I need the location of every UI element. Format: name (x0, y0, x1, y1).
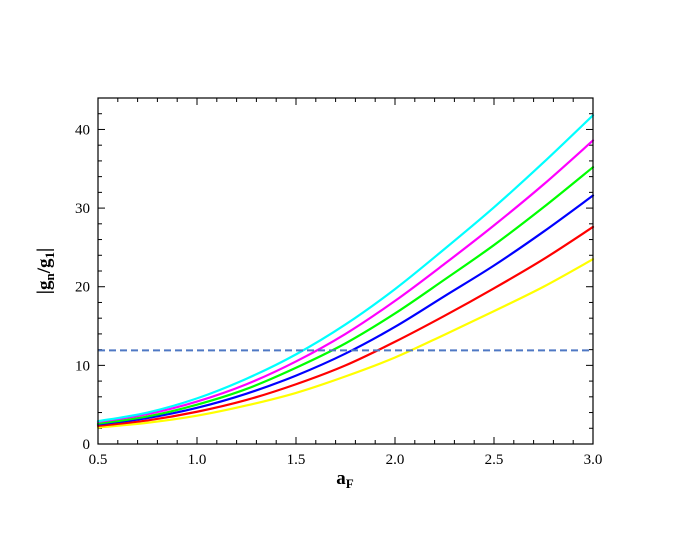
series-line-5 (96, 139, 595, 424)
series-line-1 (96, 258, 595, 429)
x-tick-label: 1.0 (188, 452, 207, 468)
y-axis-label-sub2: 1 (42, 252, 57, 259)
x-axis-label-main: a (336, 468, 346, 489)
y-tick-label: 40 (75, 122, 90, 138)
y-axis-label-sub1: n (42, 273, 57, 281)
x-tick-label: 2.5 (485, 452, 504, 468)
x-axis-label: aF (336, 468, 354, 491)
y-axis-label-mid: /g (34, 258, 55, 274)
tick-marks (97, 97, 594, 445)
tick-labels: 0.5 1.0 1.5 2.0 2.5 3.0 0 10 20 30 40 (75, 122, 602, 468)
series-line-3 (96, 194, 595, 426)
plot-frame (97, 97, 594, 445)
y-tick-label: 30 (75, 201, 90, 217)
series-line-2 (96, 225, 595, 428)
y-tick-label: 0 (83, 437, 91, 453)
y-axis-label: |gn/g1| (34, 248, 57, 294)
series-layer (96, 114, 595, 429)
x-tick-label: 3.0 (584, 452, 603, 468)
x-tick-label: 2.0 (386, 452, 405, 468)
y-axis-label-close: | (34, 248, 55, 252)
x-tick-label: 0.5 (89, 452, 108, 468)
x-axis-label-sub: F (346, 476, 354, 491)
y-tick-label: 10 (75, 358, 90, 374)
y-axis-label-open: |g (34, 280, 55, 294)
x-tick-label: 1.5 (287, 452, 306, 468)
series-line-6 (96, 114, 595, 423)
y-tick-label: 20 (75, 280, 90, 296)
series-line-4 (96, 166, 595, 425)
